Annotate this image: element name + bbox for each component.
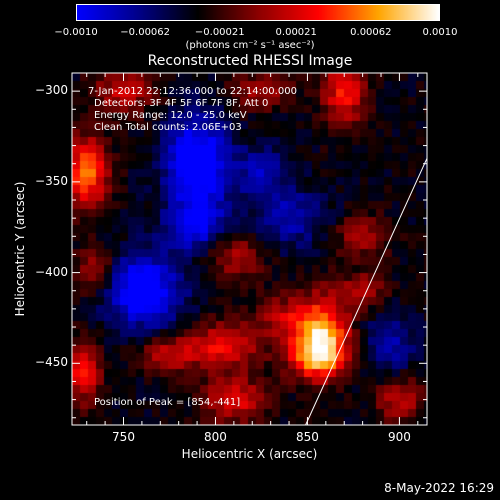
- solar-limb-line: [305, 158, 428, 426]
- colorbar-tick-label: −0.00021: [194, 27, 245, 38]
- colorbar-tick-label: −0.0010: [54, 27, 98, 38]
- x-tick-label: 850: [295, 430, 319, 444]
- colorbar-tick-label: 0.00062: [350, 27, 392, 38]
- colorbar: [76, 4, 440, 21]
- time-range-annotation: 7-Jan-2012 22:12:36.000 to 22:14:00.000: [88, 86, 297, 97]
- clean-annotation: Clean Total counts: 2.06E+03: [94, 122, 242, 133]
- y-tick-label: −450: [35, 355, 68, 370]
- detectors-annotation: Detectors: 3F 4F 5F 6F 7F 8F, Att 0: [94, 98, 269, 109]
- timestamp: 8-May-2022 16:29: [384, 481, 494, 495]
- x-tick-label: 750: [112, 430, 135, 444]
- x-tick-label: 900: [387, 430, 411, 444]
- energy-range-annotation: Energy Range: 12.0 - 25.0 keV: [94, 110, 247, 121]
- plot-frame: [71, 72, 428, 426]
- x-tick-label: 800: [204, 430, 227, 444]
- y-axis-label: Heliocentric Y (arcsec): [13, 181, 27, 317]
- colorbar-tick-label: 0.00021: [275, 27, 317, 38]
- y-tick-label: −350: [35, 173, 68, 188]
- y-tick-label: −300: [35, 83, 68, 98]
- colorbar-tick-label: 0.0010: [422, 27, 458, 38]
- heatmap-plot: [72, 73, 427, 425]
- y-tick-label: −400: [35, 264, 68, 279]
- chart-title: Reconstructed RHESSI Image: [147, 53, 353, 69]
- x-axis-label: Heliocentric X (arcsec): [181, 447, 318, 461]
- peak-position-annotation: Position of Peak = [854,-441]: [94, 397, 241, 408]
- colorbar-units: (photons cm⁻² s⁻¹ asec⁻²): [185, 40, 315, 51]
- colorbar-tick-label: −0.00062: [120, 27, 171, 38]
